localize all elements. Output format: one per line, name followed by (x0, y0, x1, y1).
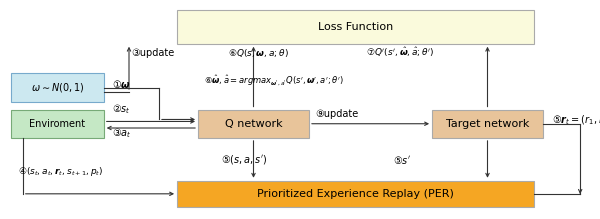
Text: ⑤$s'$: ⑤$s'$ (393, 154, 411, 166)
FancyBboxPatch shape (11, 110, 104, 138)
Text: ③update: ③update (131, 48, 174, 58)
Text: ③$a_t$: ③$a_t$ (112, 127, 131, 141)
Text: Loss Function: Loss Function (318, 22, 393, 32)
FancyBboxPatch shape (198, 110, 309, 138)
FancyBboxPatch shape (432, 110, 543, 138)
Text: ⑥$\hat{\boldsymbol{\omega}}, \hat{a} = argmax_{\boldsymbol{\omega}', a'} Q(s', \: ⑥$\hat{\boldsymbol{\omega}}, \hat{a} = a… (204, 74, 344, 88)
FancyBboxPatch shape (177, 10, 534, 44)
FancyBboxPatch shape (177, 181, 534, 207)
Text: ①$\boldsymbol{\omega}$: ①$\boldsymbol{\omega}$ (112, 78, 130, 90)
Text: Enviroment: Enviroment (29, 119, 85, 129)
Text: Prioritized Experience Replay (PER): Prioritized Experience Replay (PER) (257, 189, 454, 199)
Text: Q network: Q network (224, 119, 283, 129)
Text: $\omega\sim N(0,1)$: $\omega\sim N(0,1)$ (31, 81, 84, 94)
Text: ④$(s_t, a_t, \boldsymbol{r}_t, s_{t+1}, p_t)$: ④$(s_t, a_t, \boldsymbol{r}_t, s_{t+1}, … (18, 165, 103, 178)
Text: ⑥$Q(s, \boldsymbol{\omega}, a; \theta)$: ⑥$Q(s, \boldsymbol{\omega}, a; \theta)$ (228, 47, 289, 58)
Text: ⑤$\boldsymbol{r}_t = (r_1, r_2)$: ⑤$\boldsymbol{r}_t = (r_1, r_2)$ (552, 114, 600, 127)
FancyBboxPatch shape (11, 73, 104, 102)
Text: Target network: Target network (446, 119, 529, 129)
Text: ⑤$(s, a, s')$: ⑤$(s, a, s')$ (221, 153, 267, 166)
Text: ⑨update: ⑨update (315, 109, 358, 119)
Text: ⑦$Q'(s', \hat{\boldsymbol{\omega}}, \hat{a}; \theta')$: ⑦$Q'(s', \hat{\boldsymbol{\omega}}, \hat… (366, 46, 434, 59)
Text: ②$s_t$: ②$s_t$ (112, 102, 130, 117)
